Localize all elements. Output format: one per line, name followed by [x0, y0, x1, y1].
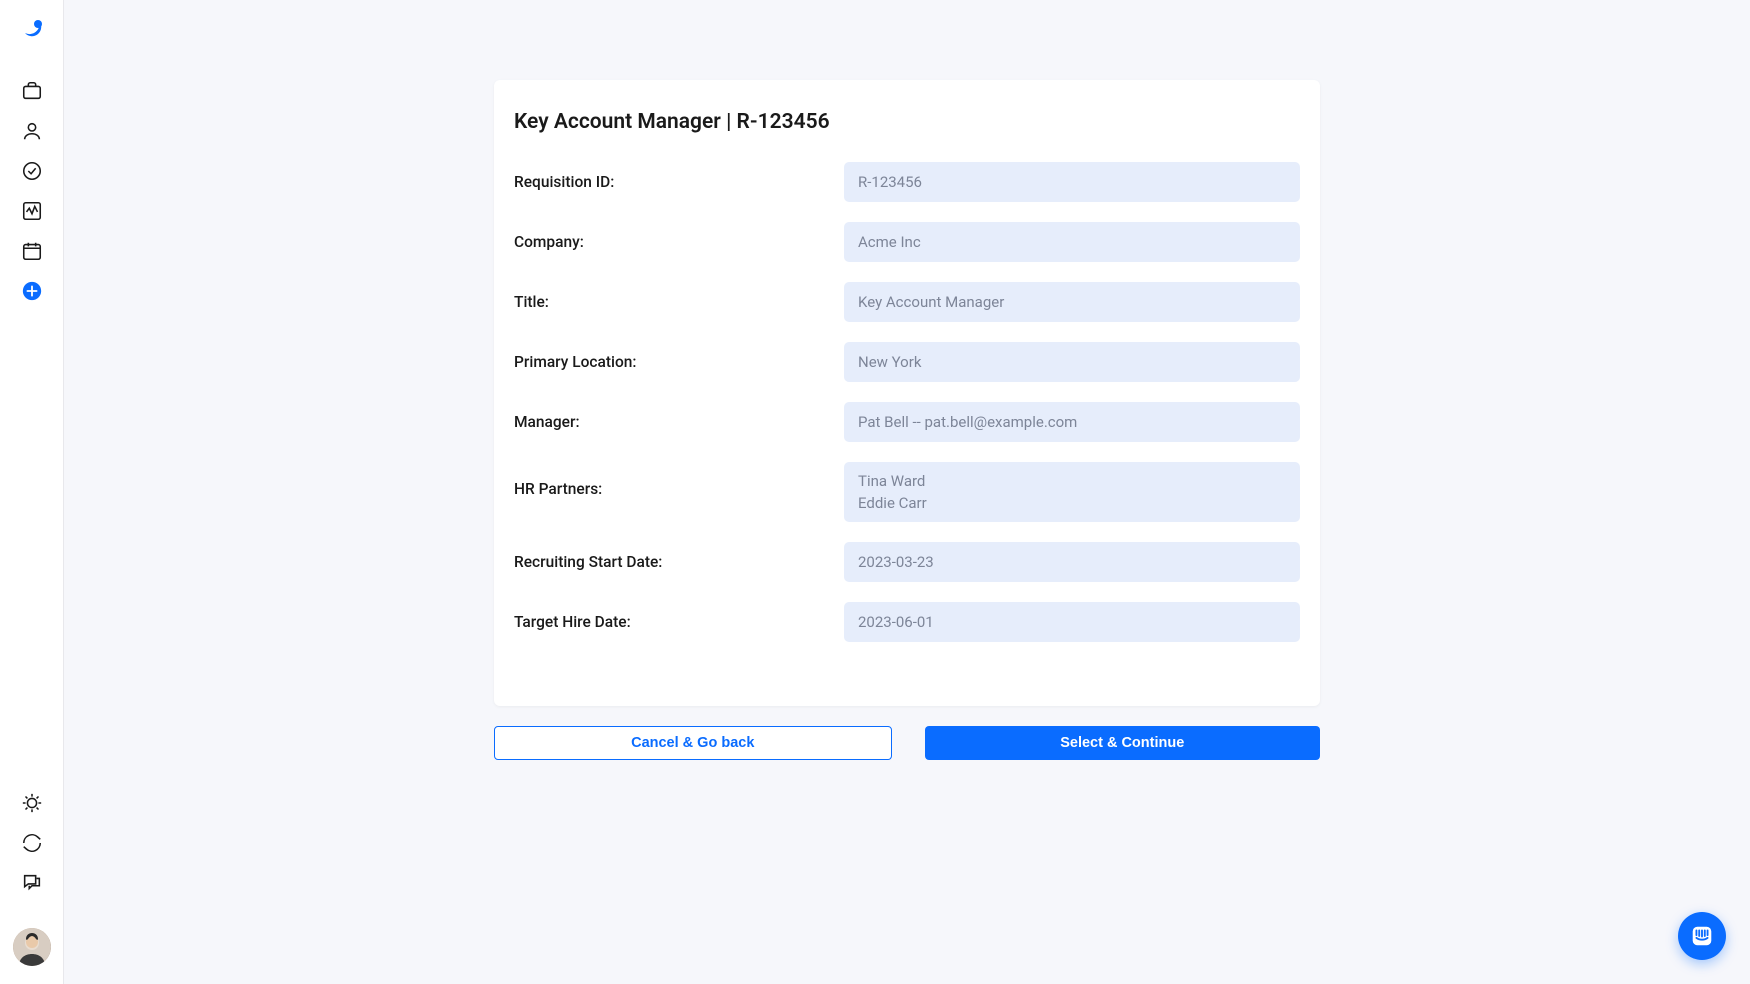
form-row: Target Hire Date:2023-06-01 — [514, 602, 1300, 642]
activity-icon[interactable] — [21, 200, 43, 222]
calendar-icon[interactable] — [21, 240, 43, 262]
form-value-item: Tina Ward — [858, 472, 925, 490]
form-value: Acme Inc — [844, 222, 1300, 262]
card-title: Key Account Manager | R-123456 — [514, 110, 1300, 134]
form-value: Key Account Manager — [844, 282, 1300, 322]
form-row: Manager:Pat Bell -- pat.bell@example.com — [514, 402, 1300, 442]
form-value: 2023-06-01 — [844, 602, 1300, 642]
plus-circle-icon[interactable] — [21, 280, 43, 302]
briefcase-icon[interactable] — [21, 80, 43, 102]
form-label: Primary Location: — [514, 353, 844, 371]
form-value: R-123456 — [844, 162, 1300, 202]
check-circle-icon[interactable] — [21, 160, 43, 182]
form-value: New York — [844, 342, 1300, 382]
app-logo[interactable] — [19, 18, 45, 44]
form-row: Title:Key Account Manager — [514, 282, 1300, 322]
form-label: Company: — [514, 233, 844, 251]
form-label: Title: — [514, 293, 844, 311]
sidebar — [0, 0, 64, 984]
app-root: Key Account Manager | R-123456 Requisiti… — [0, 0, 1750, 984]
form-label: Requisition ID: — [514, 173, 844, 191]
refresh-icon[interactable] — [21, 832, 43, 854]
user-avatar[interactable] — [13, 928, 51, 966]
content-wrap: Key Account Manager | R-123456 Requisiti… — [494, 80, 1320, 760]
form-row: Company:Acme Inc — [514, 222, 1300, 262]
intercom-launcher[interactable] — [1678, 912, 1726, 960]
button-row: Cancel & Go back Select & Continue — [494, 726, 1320, 760]
form-row: Recruiting Start Date:2023-03-23 — [514, 542, 1300, 582]
form-value: Tina Ward Eddie Carr — [844, 462, 1300, 522]
form-row: Requisition ID:R-123456 — [514, 162, 1300, 202]
cancel-button[interactable]: Cancel & Go back — [494, 726, 892, 760]
settings-icon[interactable] — [21, 792, 43, 814]
main-area: Key Account Manager | R-123456 Requisiti… — [64, 0, 1750, 984]
person-icon[interactable] — [21, 120, 43, 142]
form-value: 2023-03-23 — [844, 542, 1300, 582]
nav-top — [21, 80, 43, 302]
form-label: HR Partners: — [514, 462, 844, 498]
form-value-item: Eddie Carr — [858, 494, 927, 512]
form-row: HR Partners: Tina Ward Eddie Carr — [514, 462, 1300, 522]
form-label: Manager: — [514, 413, 844, 431]
form-value: Pat Bell -- pat.bell@example.com — [844, 402, 1300, 442]
requisition-card: Key Account Manager | R-123456 Requisiti… — [494, 80, 1320, 706]
form-row: Primary Location:New York — [514, 342, 1300, 382]
form-label: Recruiting Start Date: — [514, 553, 844, 571]
nav-bottom — [13, 792, 51, 966]
fields-container: Requisition ID:R-123456 Company:Acme Inc T… — [514, 162, 1300, 642]
form-label: Target Hire Date: — [514, 613, 844, 631]
chat-icon[interactable] — [21, 872, 43, 894]
continue-button[interactable]: Select & Continue — [925, 726, 1321, 760]
